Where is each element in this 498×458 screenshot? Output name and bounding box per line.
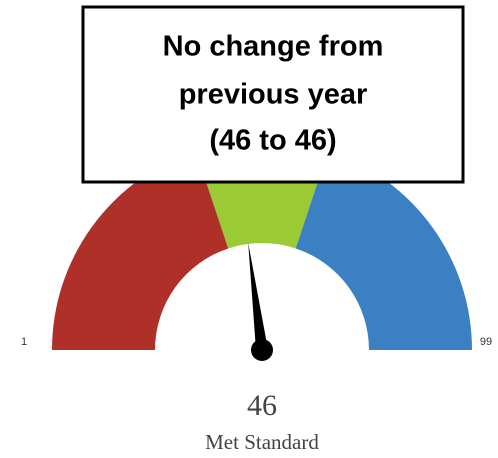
gauge-band	[295, 150, 473, 350]
annotation-line: previous year	[179, 79, 368, 111]
max-label: 99	[480, 336, 492, 348]
annotation-line: (46 to 46)	[209, 125, 336, 157]
annotation: No change from previous year (46 to 46)	[163, 31, 384, 157]
value-caption: Met Standard	[205, 430, 319, 454]
gauge-band	[52, 150, 229, 350]
min-label: 1	[21, 336, 27, 348]
value-text: 46	[247, 389, 277, 422]
annotation-line: No change from	[163, 31, 384, 63]
annotation-box	[81, 5, 465, 184]
needle-hub	[251, 339, 273, 361]
needle	[248, 242, 268, 351]
